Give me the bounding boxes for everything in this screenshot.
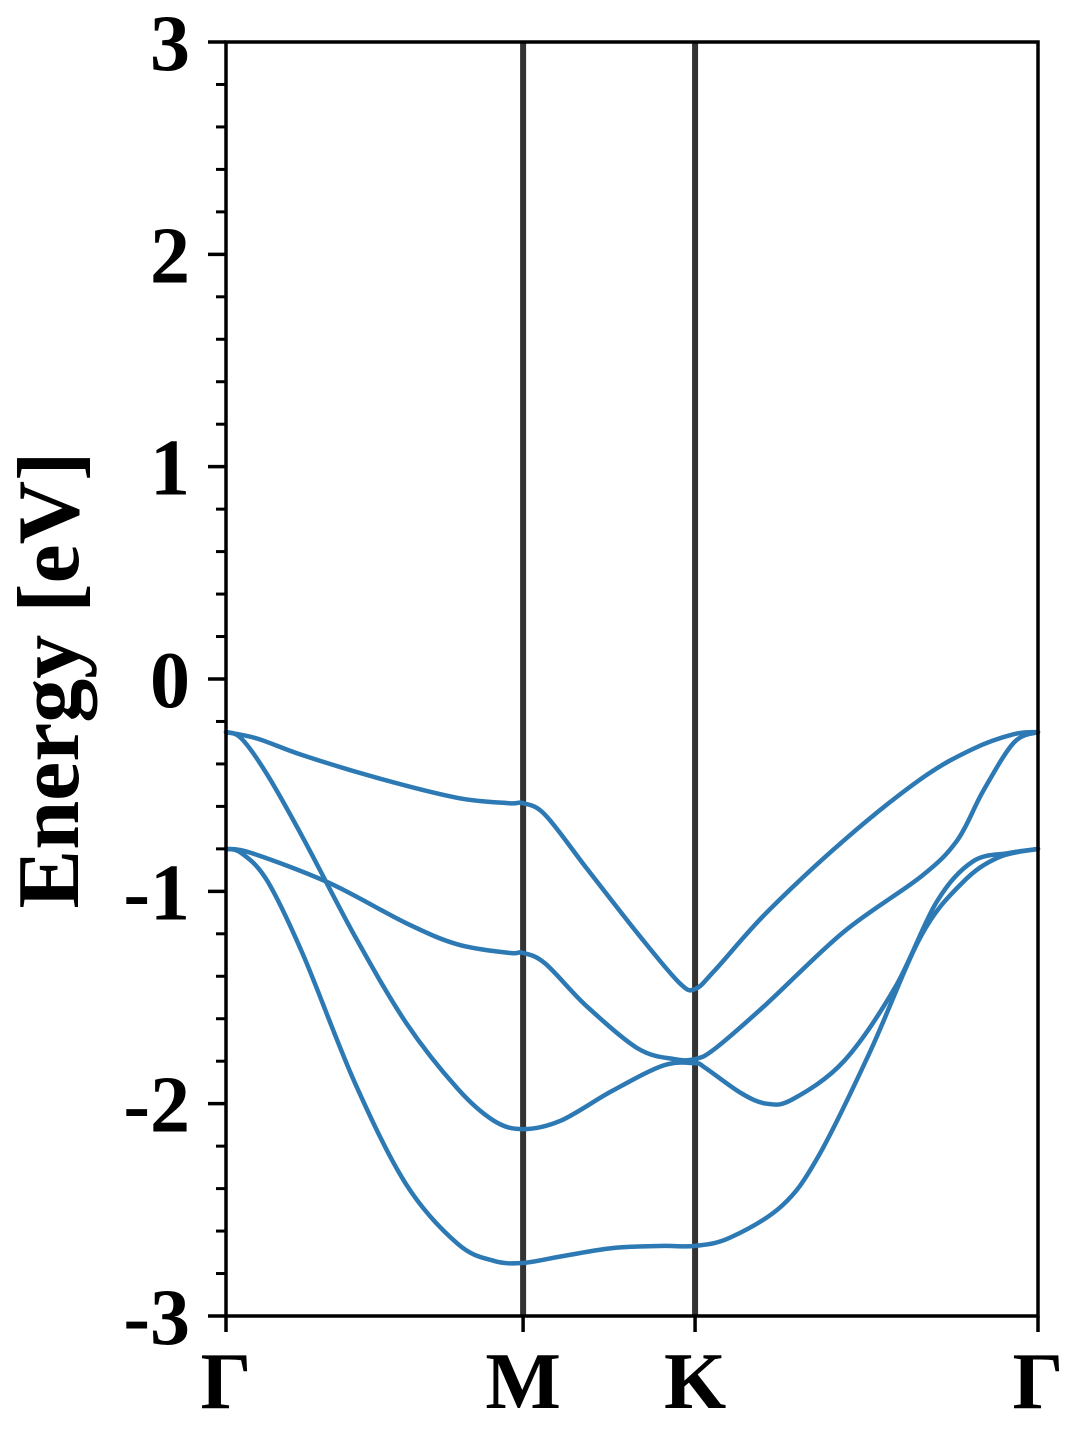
y-tick-label: -2 [123, 1062, 190, 1150]
band-line-4 [223, 846, 1041, 1266]
y-tick-label: -1 [123, 849, 190, 937]
y-tick-label: 2 [150, 212, 190, 300]
y-axis-ticks: -3 -2 -1 0 1 2 3 [123, 0, 226, 1362]
band-lines [223, 729, 1041, 1266]
k-point-lines [520, 42, 699, 1316]
x-tick-label-Γ: Γ [201, 1338, 252, 1426]
x-tick-label-K: K [664, 1338, 726, 1426]
y-tick-label: 0 [150, 637, 190, 725]
y-tick-label: 1 [150, 425, 190, 513]
x-tick-label-M: M [485, 1338, 561, 1426]
y-tick-label: -3 [123, 1274, 190, 1362]
y-tick-label: 3 [150, 0, 190, 88]
band-line-1 [223, 729, 1041, 993]
x-tick-label-Γ: Γ [1013, 1338, 1064, 1426]
band-line-3 [223, 729, 1041, 1063]
plot-frame [224, 40, 1040, 1318]
y-axis-label: Energy [eV] [1, 452, 98, 909]
